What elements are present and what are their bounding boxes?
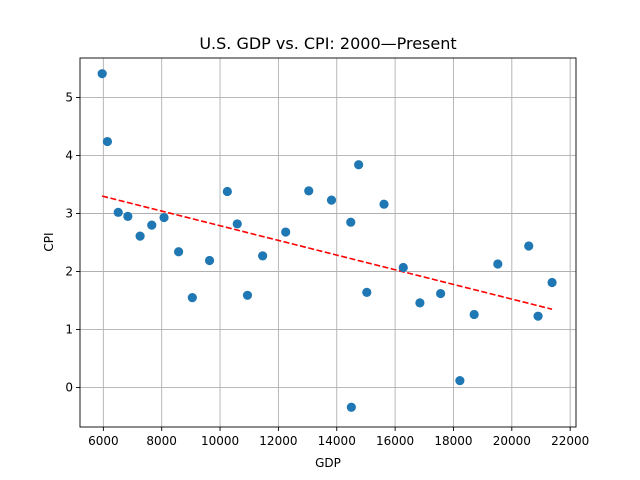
data-point	[326, 195, 337, 205]
data-point	[493, 259, 503, 269]
data-point	[346, 217, 356, 227]
grid	[80, 58, 576, 427]
x-tick-label: 20000	[493, 434, 531, 448]
x-tick-label: 8000	[146, 434, 177, 448]
data-point	[379, 199, 389, 209]
data-point	[102, 136, 113, 147]
y-tick-label: 5	[65, 90, 73, 104]
data-point	[187, 293, 197, 303]
data-point	[222, 186, 232, 197]
data-point	[242, 290, 253, 300]
data-point	[398, 262, 408, 273]
data-point	[436, 288, 446, 299]
y-tick-label: 4	[65, 148, 73, 162]
y-axis-ticks: 0 1 2 3 4 5	[65, 90, 80, 395]
data-point	[281, 227, 291, 237]
trendline-layer	[101, 195, 553, 310]
y-tick-label: 1	[65, 323, 73, 337]
y-tick-label: 2	[65, 265, 73, 279]
x-tick-label: 14000	[318, 434, 356, 448]
data-point	[159, 212, 169, 223]
data-point	[147, 220, 157, 230]
data-point	[524, 241, 534, 251]
y-tick-label: 3	[65, 206, 73, 220]
data-point	[232, 219, 242, 229]
y-axis-label: CPI	[42, 232, 56, 251]
trendline	[101, 195, 553, 310]
data-point	[354, 160, 364, 170]
data-point	[533, 311, 543, 321]
x-axis-ticks: 6000 8000 10000 12000 14000 16000 18000 20000 22…	[88, 427, 589, 448]
data-point	[97, 69, 107, 79]
data-point	[258, 251, 268, 261]
data-point	[415, 298, 425, 308]
data-point	[547, 277, 557, 288]
data-point	[135, 231, 145, 241]
x-tick-label: 12000	[259, 434, 297, 448]
data-point	[469, 309, 479, 320]
y-tick-label: 0	[65, 381, 73, 395]
data-point	[304, 186, 314, 196]
data-point	[204, 255, 215, 266]
plot-area-frame	[79, 57, 577, 428]
x-axis-label: GDP	[315, 456, 341, 470]
x-tick-label: 6000	[88, 434, 119, 448]
x-tick-label: 16000	[376, 434, 414, 448]
data-point	[113, 207, 123, 217]
data-point	[362, 287, 372, 297]
data-point	[346, 402, 356, 412]
data-point	[455, 375, 465, 386]
x-tick-label: 10000	[201, 434, 239, 448]
data-point	[174, 247, 184, 257]
x-tick-label: 18000	[434, 434, 472, 448]
data-point	[123, 211, 133, 221]
data-points	[97, 69, 557, 412]
x-tick-label: 22000	[551, 434, 589, 448]
chart-title: U.S. GDP vs. CPI: 2000—Present	[199, 34, 456, 53]
